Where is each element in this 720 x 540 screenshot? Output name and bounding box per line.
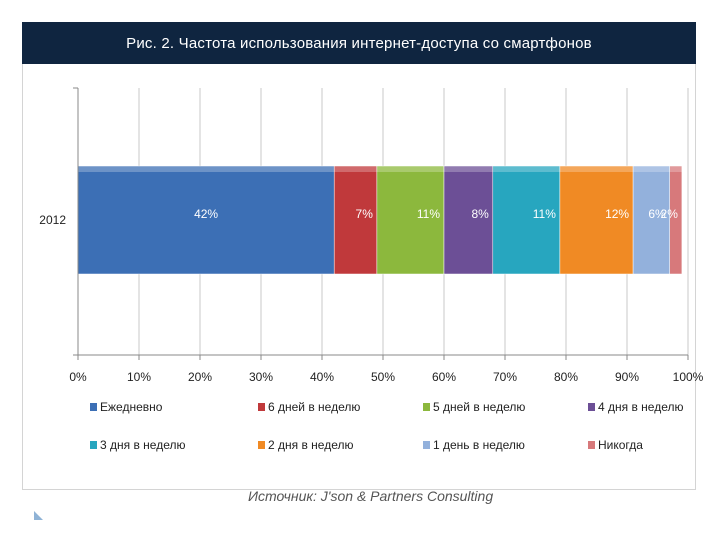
legend-entry: 5 дней в неделю — [433, 400, 525, 414]
slide-frame — [22, 22, 696, 490]
x-tick-label: 30% — [249, 370, 273, 384]
bar-segment-highlight — [334, 166, 377, 172]
x-tick-label: 50% — [371, 370, 395, 384]
bar-segment-highlight — [492, 166, 560, 172]
bar-segment-highlight — [376, 166, 444, 172]
legend-entry: 1 день в неделю — [433, 438, 525, 452]
legend-entry: 6 дней в неделю — [268, 400, 360, 414]
data-label: 6% — [648, 207, 666, 221]
chart-title-bar: Рис. 2. Частота использования интернет-д… — [22, 22, 696, 64]
bar-segment-highlight — [559, 166, 634, 172]
legend-swatch — [258, 441, 265, 449]
source-caption: Источник: J'son & Partners Consulting — [248, 488, 494, 504]
bar-segment — [559, 165, 634, 275]
legend-entry: 2 дня в неделю — [268, 438, 354, 452]
data-label: 12% — [605, 207, 629, 221]
legend-entry: 4 дня в неделю — [598, 400, 684, 414]
category-label: 2012 — [39, 213, 66, 227]
chart-title: Рис. 2. Частота использования интернет-д… — [126, 34, 592, 52]
x-tick-label: 10% — [127, 370, 151, 384]
bar-segment-highlight — [78, 166, 335, 172]
legend-swatch — [90, 441, 97, 449]
bar-segment — [443, 165, 494, 275]
legend-entry: Ежедневно — [100, 400, 163, 414]
x-tick-label: 80% — [554, 370, 578, 384]
bar-segment — [632, 165, 670, 275]
data-label: 2% — [661, 207, 679, 221]
legend-entry: Никогда — [598, 438, 643, 452]
data-label: 11% — [533, 207, 556, 221]
corner-decoration — [34, 511, 43, 520]
data-label: 42% — [194, 207, 218, 221]
data-label: 8% — [471, 207, 489, 221]
bar-segment-highlight — [669, 166, 682, 172]
x-tick-label: 70% — [493, 370, 517, 384]
bar-segment-highlight — [444, 166, 493, 172]
x-tick-label: 0% — [69, 370, 87, 384]
legend-swatch — [90, 403, 97, 411]
legend-swatch — [423, 441, 430, 449]
bar-segment — [333, 165, 378, 275]
x-tick-label: 60% — [432, 370, 456, 384]
x-tick-label: 40% — [310, 370, 334, 384]
legend-swatch — [588, 441, 595, 449]
bar-segment — [376, 165, 445, 275]
bar-segment — [492, 165, 561, 275]
legend-swatch — [423, 403, 430, 411]
legend-swatch — [588, 403, 595, 411]
x-tick-label: 90% — [615, 370, 639, 384]
data-label: 11% — [417, 207, 440, 221]
legend-swatch — [258, 403, 265, 411]
x-tick-label: 20% — [188, 370, 212, 384]
bar-segment-highlight — [633, 166, 670, 172]
bar-segment — [77, 165, 335, 275]
data-label: 7% — [356, 207, 374, 221]
legend-entry: 3 дня в неделю — [100, 438, 186, 452]
bar-segment — [669, 165, 683, 275]
x-tick-label: 100% — [673, 370, 704, 384]
